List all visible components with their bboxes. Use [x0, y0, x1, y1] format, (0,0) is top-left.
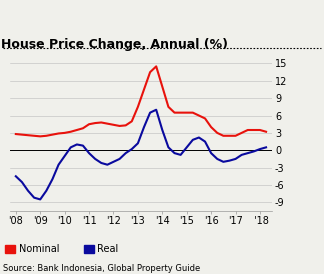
Text: Source: Bank Indonesia, Global Property Guide: Source: Bank Indonesia, Global Property … [3, 264, 201, 273]
Legend: Nominal, Real: Nominal, Real [6, 244, 119, 254]
Text: House Price Change, Annual (%): House Price Change, Annual (%) [1, 38, 227, 51]
